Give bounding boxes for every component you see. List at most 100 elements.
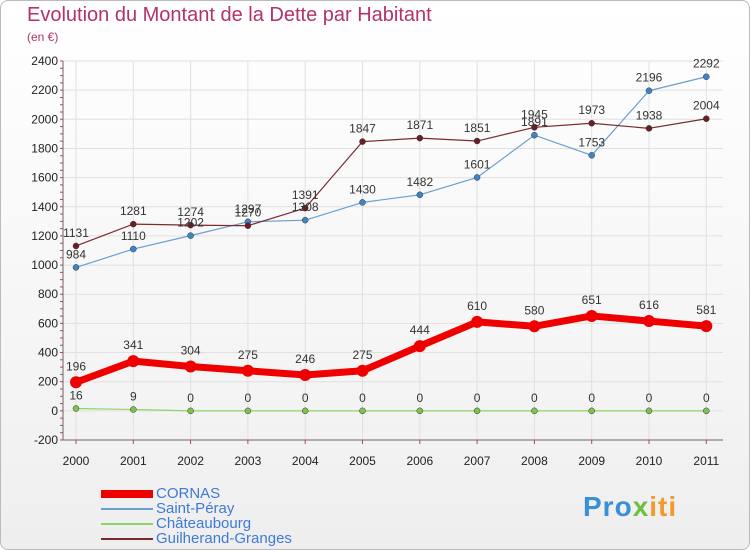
logo-part-pro: Pro <box>583 491 633 522</box>
data-label: 1274 <box>177 205 204 219</box>
data-label: 304 <box>181 344 201 358</box>
data-label: 1308 <box>292 200 319 214</box>
x-tick-label: 2004 <box>292 454 319 468</box>
data-label: 616 <box>639 298 659 312</box>
series-line <box>75 118 707 247</box>
data-label: 196 <box>66 359 86 373</box>
data-label: 1281 <box>120 204 147 218</box>
data-point <box>413 340 426 353</box>
data-label: 1110 <box>121 229 146 243</box>
data-label: 1851 <box>464 121 491 135</box>
data-point <box>643 315 655 328</box>
data-label: 0 <box>531 391 538 405</box>
x-tick-label: 2001 <box>120 454 147 468</box>
data-point <box>301 407 309 415</box>
y-tick-label: 200 <box>38 375 58 389</box>
data-point <box>130 245 137 253</box>
data-label: 0 <box>416 391 423 405</box>
data-label: 1871 <box>406 118 433 132</box>
data-label: 1270 <box>235 206 262 220</box>
data-point <box>184 360 197 373</box>
data-point <box>645 87 653 94</box>
legend-swatch <box>101 508 153 510</box>
data-point <box>416 191 424 199</box>
series-line <box>75 76 707 269</box>
data-label: 0 <box>359 391 366 405</box>
data-label: 2004 <box>693 99 720 113</box>
legend-item: CORNAS <box>101 486 361 502</box>
y-tick-label: 2400 <box>31 54 58 68</box>
data-label: 1973 <box>578 103 605 117</box>
logo-part-x: x <box>632 491 650 522</box>
data-point <box>531 124 538 131</box>
series-line <box>75 407 707 412</box>
data-label: 1131 <box>63 226 89 240</box>
data-point <box>531 131 538 139</box>
x-tick-label: 2000 <box>63 454 90 468</box>
data-label: 444 <box>410 323 430 337</box>
legend-label: Châteaubourg <box>156 515 252 532</box>
x-tick-label: 2005 <box>349 454 376 468</box>
data-point <box>187 407 194 415</box>
data-label: 610 <box>467 299 487 313</box>
data-point <box>645 125 653 132</box>
y-tick-label: 2000 <box>31 112 58 126</box>
legend-swatch <box>101 538 153 540</box>
data-label: 0 <box>646 391 653 405</box>
data-point <box>473 174 481 181</box>
data-point <box>588 152 595 159</box>
data-point <box>244 407 252 415</box>
data-label: 0 <box>302 391 309 405</box>
legend-item: Saint-Péray <box>101 501 361 517</box>
y-tick-label: 600 <box>38 316 58 330</box>
proxiti-logo: Proxiti <box>583 491 677 523</box>
data-point <box>588 119 595 127</box>
data-point <box>703 407 710 415</box>
data-point <box>130 220 137 228</box>
data-label: 1391 <box>292 188 319 202</box>
data-label: 580 <box>524 303 544 317</box>
x-tick-label: 2003 <box>235 454 262 468</box>
data-point <box>187 221 194 229</box>
data-point <box>241 364 254 377</box>
legend-swatch <box>101 523 153 525</box>
y-tick-label: 1000 <box>31 258 58 272</box>
data-label: 1297 <box>235 202 262 216</box>
y-tick-label: 400 <box>38 346 58 360</box>
legend-label: Saint-Péray <box>156 500 235 517</box>
data-label: 1891 <box>521 115 548 129</box>
data-label: 1601 <box>464 157 491 171</box>
legend-label: CORNAS <box>156 485 221 502</box>
data-label: 1753 <box>578 135 605 149</box>
data-point <box>359 138 366 145</box>
data-point <box>70 376 82 389</box>
data-point <box>72 242 80 250</box>
data-point <box>356 364 369 377</box>
data-point <box>473 407 481 415</box>
data-point <box>244 222 252 229</box>
data-label: 16 <box>69 389 83 403</box>
chart-title: Evolution du Montant de la Dette par Hab… <box>27 4 432 26</box>
y-tick-label: 800 <box>38 287 58 301</box>
legend-swatch <box>101 490 153 498</box>
x-tick-label: 2010 <box>636 454 663 468</box>
data-point <box>359 407 366 415</box>
data-point <box>130 406 137 413</box>
data-point <box>301 204 309 212</box>
data-point <box>359 199 366 206</box>
data-label: 1938 <box>636 108 663 122</box>
data-point <box>72 405 80 412</box>
y-tick-label: 0 <box>51 404 58 418</box>
data-label: 2196 <box>636 71 663 85</box>
data-label: 341 <box>123 338 143 352</box>
data-point <box>72 264 80 271</box>
data-label: 1202 <box>177 216 204 230</box>
y-tick-label: 1800 <box>31 141 58 155</box>
data-label: 275 <box>352 348 372 362</box>
data-point <box>700 320 713 333</box>
y-tick-label: 1200 <box>31 229 58 243</box>
data-point <box>531 407 538 415</box>
data-point <box>127 355 140 368</box>
